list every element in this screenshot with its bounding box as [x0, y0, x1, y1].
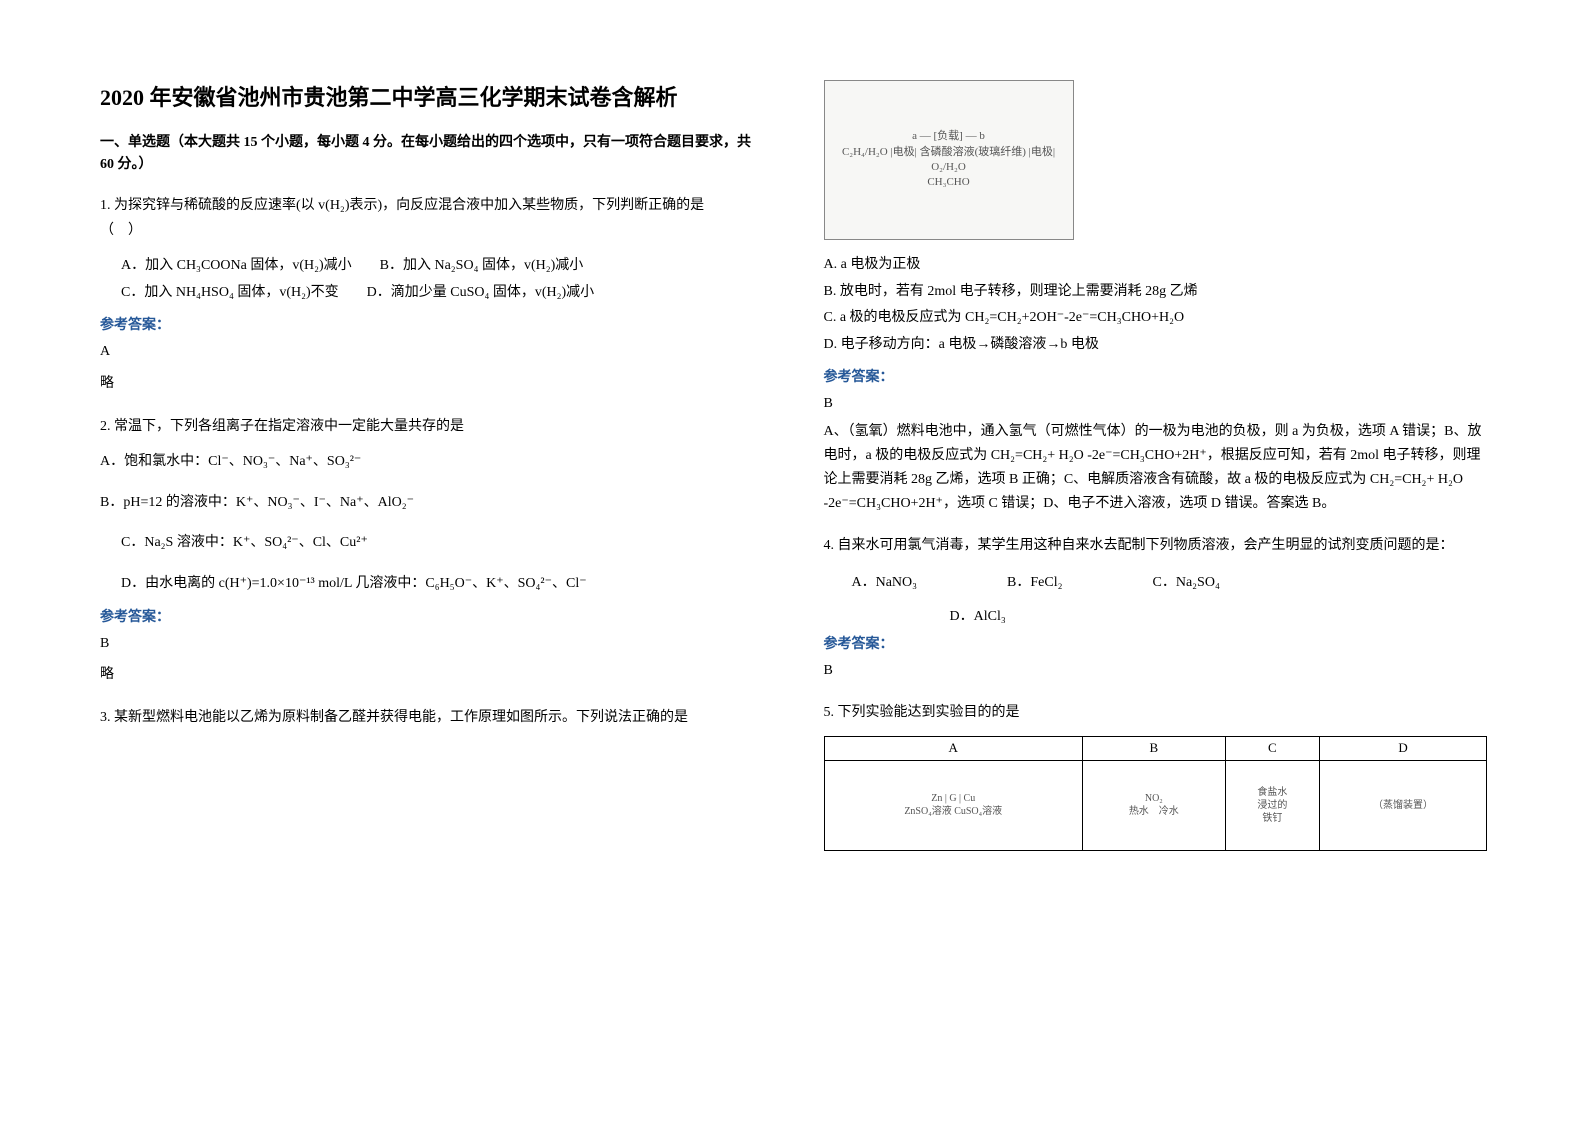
doc-title: 2020 年安徽省池州市贵池第二中学高三化学期末试卷含解析: [100, 80, 764, 112]
q2-choice-b: B．pH=12 的溶液中：K⁺、NO₃⁻、I⁻、Na⁺、AlO₂⁻: [100, 490, 764, 517]
question-1: 1. 为探究锌与稀硫酸的反应速率(以 v(H₂)表示)，向反应混合液中加入某些物…: [100, 193, 764, 396]
q1-omit: 略: [100, 372, 764, 396]
question-3-stem-block: 3. 某新型燃料电池能以乙烯为原料制备乙醛并获得电能，工作原理如图所示。下列说法…: [100, 705, 764, 730]
q5-th-d: D: [1320, 736, 1487, 760]
q3-stem: 3. 某新型燃料电池能以乙烯为原料制备乙醛并获得电能，工作原理如图所示。下列说法…: [100, 705, 764, 730]
q3-answer: B: [824, 392, 1488, 416]
q2-answer-label: 参考答案：: [100, 606, 764, 626]
q3-answer-label: 参考答案：: [824, 366, 1488, 386]
q5-fig-d: （蒸馏装置）: [1320, 761, 1486, 850]
q1-choice-cd: C．加入 NH₄HSO₄ 固体，v(H₂)不变 D．滴加少量 CuSO₄ 固体，…: [100, 280, 764, 307]
q4-choices-row1: A．NaNO₃ B．FeCl₂ C．Na₂SO₄: [824, 571, 1488, 591]
q3-choice-a: A. a 电极为正极: [824, 252, 1488, 279]
q5-stem: 5. 下列实验能达到实验目的的是: [824, 700, 1488, 725]
question-3-continued: a — [负载] — b C₂H₄/H₂O |电极| 含磷酸溶液(玻璃纤维) |…: [824, 80, 1488, 515]
page-root: 2020 年安徽省池州市贵池第二中学高三化学期末试卷含解析 一、单选题（本大题共…: [0, 0, 1587, 909]
q4-choice-d: D．AlCl₃: [824, 605, 1488, 625]
q4-answer: B: [824, 659, 1488, 683]
q1-choice-ab: A．加入 CH₃COONa 固体，v(H₂)减小 B．加入 Na₂SO₄ 固体，…: [100, 253, 764, 280]
q2-stem: 2. 常温下，下列各组离子在指定溶液中一定能大量共存的是: [100, 414, 764, 439]
q3-choice-d: D. 电子移动方向：a 电极→磷酸溶液→b 电极: [824, 332, 1488, 359]
q2-omit: 略: [100, 663, 764, 687]
q5-cell-c: 食盐水 浸过的 铁钉: [1225, 760, 1319, 850]
q5-fig-c: 食盐水 浸过的 铁钉: [1226, 761, 1319, 850]
q1-stem: 1. 为探究锌与稀硫酸的反应速率(以 v(H₂)表示)，向反应混合液中加入某些物…: [100, 193, 764, 243]
q3-explain: A、（氢氧）燃料电池中，通入氢气（可燃性气体）的一极为电池的负极，则 a 为负极…: [824, 420, 1488, 515]
question-2: 2. 常温下，下列各组离子在指定溶液中一定能大量共存的是 A．饱和氯水中：Cl⁻…: [100, 414, 764, 687]
q5-cell-b: NO₂ 热水 冷水: [1082, 760, 1225, 850]
q4-choice-b: B．FeCl₂: [1007, 571, 1062, 591]
right-column: a — [负载] — b C₂H₄/H₂O |电极| 含磷酸溶液(玻璃纤维) |…: [824, 80, 1488, 869]
q2-choice-c: C．Na₂S 溶液中：K⁺、SO₄²⁻、Cl、Cu²⁺: [100, 530, 764, 557]
q2-choice-d: D．由水电离的 c(H⁺)=1.0×10⁻¹³ mol/L 几溶液中：C₆H₅O…: [100, 571, 764, 598]
q5-th-a: A: [824, 736, 1082, 760]
q4-answer-label: 参考答案：: [824, 633, 1488, 653]
q1-answer: A: [100, 340, 764, 364]
q2-answer: B: [100, 632, 764, 656]
q5-fig-b: NO₂ 热水 冷水: [1083, 761, 1225, 850]
q4-stem: 4. 自来水可用氯气消毒，某学生用这种自来水去配制下列物质溶液，会产生明显的试剂…: [824, 533, 1488, 558]
q5-table-header-row: A B C D: [824, 736, 1487, 760]
question-5: 5. 下列实验能达到实验目的的是 A B C D Zn | G | Cu ZnS…: [824, 700, 1488, 850]
q5-fig-a: Zn | G | Cu ZnSO₄溶液 CuSO₄溶液: [825, 761, 1082, 850]
q2-choice-a: A．饱和氯水中：Cl⁻、NO₃⁻、Na⁺、SO₃²⁻: [100, 449, 764, 476]
section-1-header: 一、单选题（本大题共 15 个小题，每小题 4 分。在每小题给出的四个选项中，只…: [100, 132, 764, 177]
q5-table-body-row: Zn | G | Cu ZnSO₄溶液 CuSO₄溶液 NO₂ 热水 冷水 食盐…: [824, 760, 1487, 850]
left-column: 2020 年安徽省池州市贵池第二中学高三化学期末试卷含解析 一、单选题（本大题共…: [100, 80, 764, 869]
q5-table: A B C D Zn | G | Cu ZnSO₄溶液 CuSO₄溶液 NO₂ …: [824, 736, 1488, 851]
q4-choice-c: C．Na₂SO₄: [1153, 571, 1220, 591]
q5-th-b: B: [1082, 736, 1225, 760]
q3-choice-b: B. 放电时，若有 2mol 电子转移，则理论上需要消耗 28g 乙烯: [824, 279, 1488, 306]
q5-cell-a: Zn | G | Cu ZnSO₄溶液 CuSO₄溶液: [824, 760, 1082, 850]
question-4: 4. 自来水可用氯气消毒，某学生用这种自来水去配制下列物质溶液，会产生明显的试剂…: [824, 533, 1488, 682]
q5-th-c: C: [1225, 736, 1319, 760]
q3-choice-c: C. a 极的电极反应式为 CH₂=CH₂+2OH⁻-2e⁻=CH₃CHO+H₂…: [824, 305, 1488, 332]
q3-figure: a — [负载] — b C₂H₄/H₂O |电极| 含磷酸溶液(玻璃纤维) |…: [824, 80, 1074, 240]
q4-choice-a: A．NaNO₃: [852, 571, 918, 591]
q3-figure-caption: a — [负载] — b C₂H₄/H₂O |电极| 含磷酸溶液(玻璃纤维) |…: [825, 129, 1073, 191]
q1-answer-label: 参考答案：: [100, 314, 764, 334]
q5-cell-d: （蒸馏装置）: [1320, 760, 1487, 850]
